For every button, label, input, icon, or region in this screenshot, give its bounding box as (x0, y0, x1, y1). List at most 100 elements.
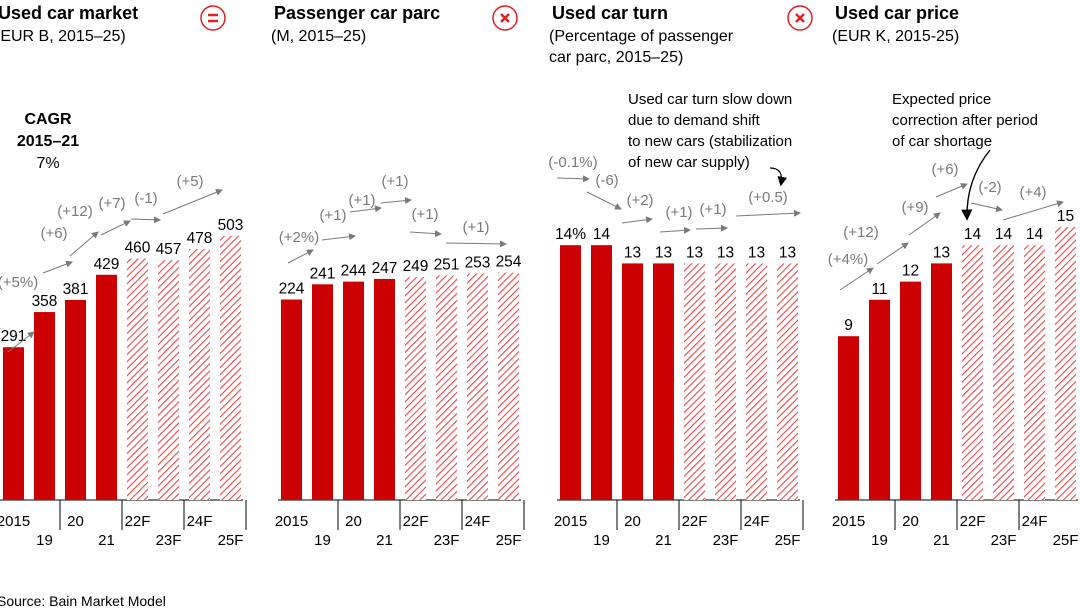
x-tick-label: 25F (1053, 532, 1079, 549)
change-label: (-6) (595, 172, 618, 189)
x-tick-label: 24F (1022, 513, 1048, 530)
x-tick-label: 19 (871, 532, 888, 549)
change-label: (+1) (665, 204, 692, 221)
x-tick-label: 19 (36, 532, 53, 549)
chart-subtitle: car parc, 2015–25) (549, 49, 683, 66)
forecast-bar (746, 263, 767, 500)
forecast-bar (127, 258, 148, 500)
x-tick-label: 22F (125, 513, 151, 530)
forecast-bar (220, 235, 241, 501)
change-arrow (935, 183, 968, 198)
change-arrow (735, 209, 801, 217)
bar-value-label: 241 (310, 265, 336, 282)
bar-value-label: 13 (717, 244, 734, 261)
x-tick-label: 23F (991, 532, 1017, 549)
bar-value-label: 224 (279, 281, 305, 298)
x-tick-label: 21 (933, 532, 950, 549)
change-label: (+0.5) (748, 189, 788, 206)
bar-value-label: 14 (964, 226, 982, 243)
chart-subtitle: (EUR B, 2015–25) (0, 28, 126, 45)
change-label: (+12) (57, 203, 92, 220)
change-arrow (409, 230, 442, 238)
change-label: (+1) (411, 206, 438, 223)
annotation-text: correction after period (892, 112, 1038, 129)
chart-subtitle: (Percentage of passenger (549, 28, 734, 45)
actual-bar (838, 336, 859, 500)
chart-title: Passenger car parc (274, 3, 440, 23)
change-label: (+2) (626, 192, 653, 209)
annotation-text: of new car supply) (628, 154, 750, 171)
bar-value-label: 247 (372, 260, 398, 277)
bar-value-label: 12 (902, 263, 919, 280)
change-label: (+4%) (828, 251, 868, 268)
actual-bar (653, 263, 674, 500)
bar-value-label: 478 (187, 230, 213, 247)
actual-bar (96, 274, 117, 500)
change-label: (+7) (98, 195, 125, 212)
multiply-icon-stroke (795, 13, 805, 23)
forecast-bar (1024, 245, 1045, 500)
x-tick-label: 19 (314, 532, 331, 549)
chart-title: Used car market (0, 3, 138, 23)
change-arrow (42, 260, 73, 274)
annotation-arrow (769, 167, 788, 187)
change-arrow (380, 197, 412, 205)
forecast-bar (684, 263, 705, 500)
change-label: (-1) (134, 190, 157, 207)
x-tick-label: 2015 (275, 513, 308, 530)
forecast-bar (993, 245, 1014, 500)
annotation-arrow (961, 149, 991, 221)
bar-value-label: 13 (779, 244, 796, 261)
change-label: (+5) (176, 173, 203, 190)
change-arrow (7, 331, 35, 353)
x-tick-label: 23F (434, 532, 460, 549)
x-tick-label: 24F (744, 513, 770, 530)
change-arrow (586, 191, 622, 210)
x-tick-label: 24F (465, 513, 491, 530)
x-tick-label: 25F (218, 532, 244, 549)
change-label: (+2%) (279, 229, 319, 246)
bar-value-label: 9 (844, 317, 853, 334)
change-label: (+1) (348, 192, 375, 209)
x-tick-label: 25F (496, 532, 522, 549)
x-tick-label: 25F (775, 532, 801, 549)
actual-bar (560, 245, 581, 500)
forecast-bar (436, 275, 457, 500)
bar-value-label: 253 (465, 255, 491, 272)
change-arrow (287, 249, 314, 264)
actual-bar (900, 281, 921, 500)
actual-bar (3, 347, 24, 500)
change-label: (+4) (1019, 184, 1046, 201)
x-tick-label: 23F (713, 532, 739, 549)
change-arrow (876, 242, 909, 265)
change-arrow (100, 220, 131, 236)
annotation-text: due to demand shift (628, 112, 761, 129)
forecast-bar (467, 273, 488, 500)
change-arrow (349, 205, 382, 213)
forecast-bar (189, 249, 210, 500)
x-tick-label: 21 (655, 532, 672, 549)
bar-value-label: 13 (686, 244, 703, 261)
bar-value-label: 13 (933, 244, 950, 261)
actual-bar (374, 278, 395, 500)
change-label: (+9) (901, 199, 928, 216)
bar-value-label: 13 (655, 244, 672, 261)
actual-bar (65, 299, 86, 500)
x-tick-label: 21 (98, 532, 115, 549)
bar-value-label: 14% (555, 226, 586, 243)
change-label: (+1) (381, 173, 408, 190)
change-label: (+12) (843, 224, 878, 241)
x-tick-label: 2015 (0, 513, 30, 530)
bar-value-label: 460 (125, 240, 151, 257)
x-tick-label: 24F (187, 513, 213, 530)
change-label: (-0.1%) (548, 154, 597, 171)
chart-title: Used car price (835, 3, 959, 23)
bar-value-label: 13 (624, 244, 641, 261)
bar-value-label: 14 (1026, 226, 1044, 243)
change-label: (+6) (931, 161, 958, 178)
actual-bar (869, 299, 890, 500)
actual-bar (312, 284, 333, 500)
change-arrow (69, 231, 99, 257)
change-arrow (659, 226, 691, 234)
